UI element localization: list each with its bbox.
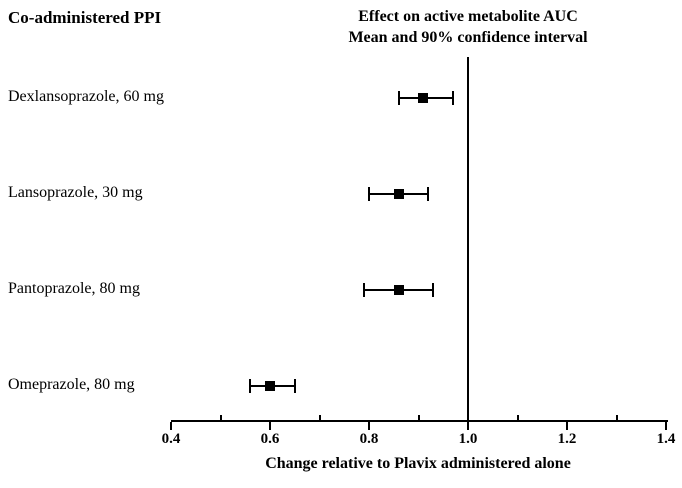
ci-cap-right <box>432 283 434 297</box>
x-minor-tick <box>220 415 222 420</box>
x-tick-label: 0.4 <box>161 431 181 447</box>
chart-title-block: Effect on active metabolite AUC Mean and… <box>248 6 682 48</box>
reference-line <box>467 57 469 421</box>
mean-marker <box>265 381 275 391</box>
mean-marker <box>394 189 404 199</box>
left-column-header: Co-administered PPI <box>8 8 162 27</box>
x-major-tick <box>269 422 271 430</box>
ci-cap-left <box>249 379 251 393</box>
x-minor-tick <box>319 415 321 420</box>
ci-cap-right <box>427 187 429 201</box>
ci-cap-left <box>363 283 365 297</box>
x-major-tick <box>665 422 667 430</box>
row-label: Pantoprazole, 80 mg <box>8 280 140 297</box>
ci-cap-left <box>398 91 400 105</box>
x-major-tick <box>368 422 370 430</box>
x-axis-label: Change relative to Plavix administered a… <box>265 455 571 472</box>
mean-marker <box>394 285 404 295</box>
row-label: Omeprazole, 80 mg <box>8 376 135 393</box>
chart-title: Effect on active metabolite AUC <box>358 8 578 25</box>
chart-subtitle: Mean and 90% confidence interval <box>348 29 588 46</box>
ci-cap-right <box>294 379 296 393</box>
x-major-tick <box>566 422 568 430</box>
ci-cap-right <box>452 91 454 105</box>
x-major-tick <box>170 422 172 430</box>
x-minor-tick <box>616 415 618 420</box>
row-label: Dexlansoprazole, 60 mg <box>8 88 164 105</box>
x-tick-label: 1.2 <box>557 431 577 447</box>
x-tick-label: 1.0 <box>458 431 478 447</box>
x-major-tick <box>467 422 469 430</box>
x-tick-label: 0.6 <box>260 431 280 447</box>
ci-cap-left <box>368 187 370 201</box>
x-minor-tick <box>418 415 420 420</box>
row-label: Lansoprazole, 30 mg <box>8 184 143 201</box>
x-minor-tick <box>517 415 519 420</box>
x-axis-line <box>171 420 668 422</box>
mean-marker <box>418 93 428 103</box>
x-tick-label: 0.8 <box>359 431 379 447</box>
x-tick-label: 1.4 <box>656 431 676 447</box>
